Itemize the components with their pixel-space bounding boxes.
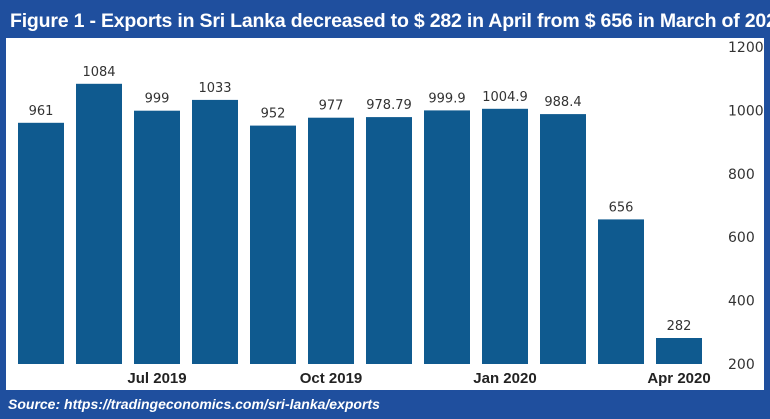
bar [308,117,354,364]
x-tick-label: Jan 2020 [473,370,536,387]
data-label: 1084 [82,65,115,80]
bar [366,117,412,364]
data-label: 999 [145,92,170,107]
y-tick-label: 200 [728,357,755,373]
data-label: 656 [609,200,634,215]
bar [192,99,238,365]
data-label: 1033 [198,81,231,96]
bar [540,114,586,364]
data-label: 988.4 [544,95,581,110]
data-label: 978.79 [366,98,412,113]
data-label: 961 [29,104,54,119]
data-label: 977 [319,99,344,114]
data-label: 999.9 [428,91,465,106]
data-label: 1004.9 [482,90,528,105]
bar [424,110,470,365]
x-tick-label: Apr 2020 [647,370,710,387]
bar [656,338,702,364]
x-tick-label: Jul 2019 [127,370,186,387]
data-label: 952 [261,107,286,122]
y-tick-label: 800 [728,167,755,183]
y-tick-label: 1000 [728,103,764,119]
y-tick-label: 600 [728,230,755,246]
data-label: 282 [667,319,692,334]
y-tick-label: 1200 [728,40,764,56]
chart-title: Figure 1 - Exports in Sri Lanka decrease… [10,10,770,32]
x-tick-label: Oct 2019 [300,370,363,387]
bar [250,125,296,364]
bar [482,108,528,364]
bar [18,122,64,364]
bar [598,219,644,364]
bar [134,110,180,364]
source-note: Source: https://tradingeconomics.com/sri… [8,396,380,412]
plot-area: 961 1084 999 1033 952 977 978.79 999.9 1004.9 988… [6,38,764,390]
y-tick-label: 400 [728,294,755,310]
bar [76,83,122,365]
bar-chart: 961 1084 999 1033 952 977 978.79 999.9 1004.9 988… [18,40,764,387]
